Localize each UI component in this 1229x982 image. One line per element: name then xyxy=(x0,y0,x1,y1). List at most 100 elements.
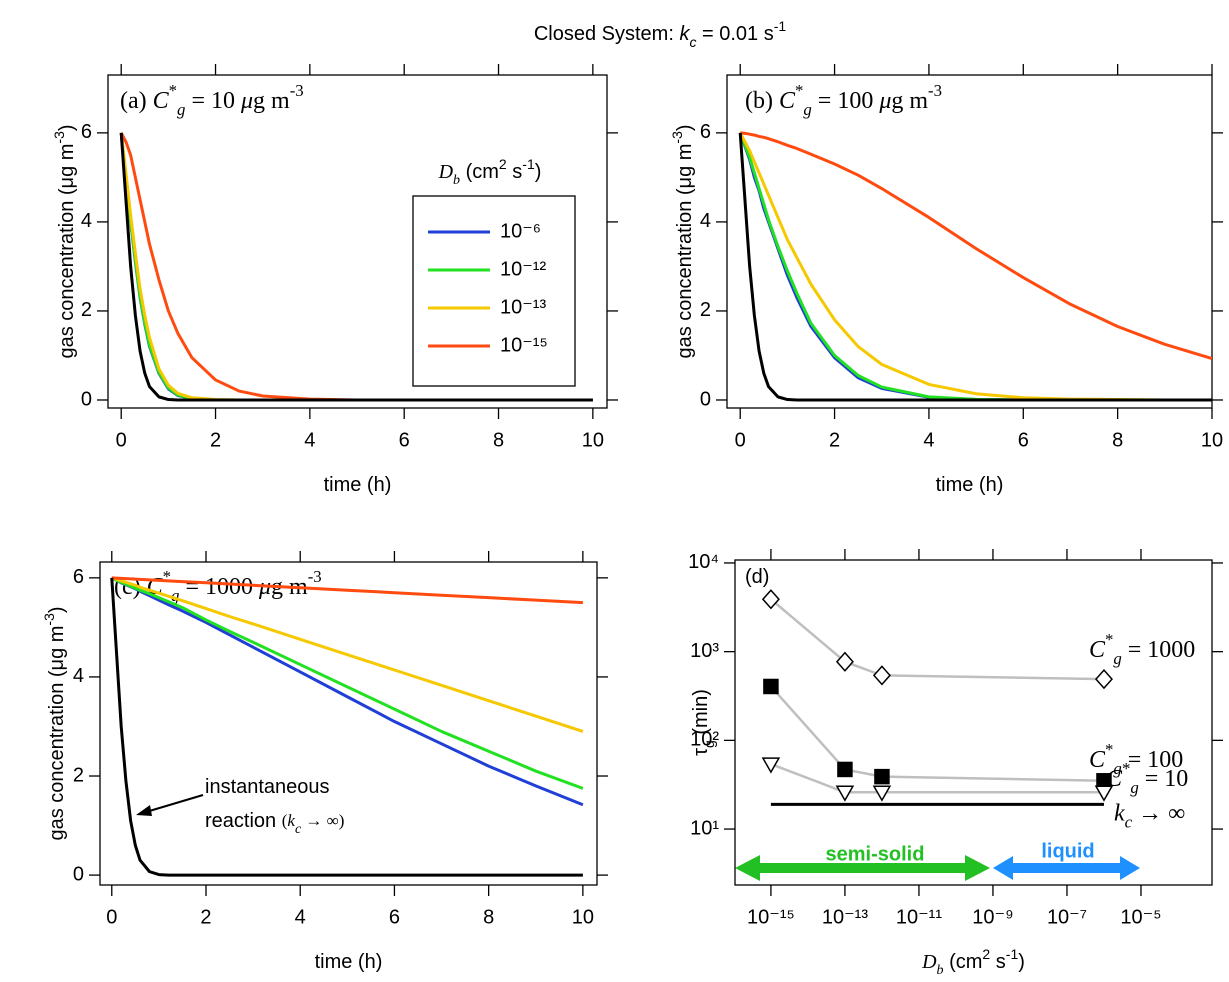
callout-text: reaction (kc → ∞) xyxy=(205,810,344,836)
text-part: c xyxy=(689,34,696,50)
data-line xyxy=(770,598,1105,681)
marker xyxy=(763,678,779,695)
text-part: = 1000 xyxy=(179,574,259,600)
text-part: C xyxy=(779,88,796,114)
y-tick-label: 0 xyxy=(73,863,84,885)
legend-title: Db (cm2 s-1) xyxy=(438,156,542,188)
legend-label: 10⁻¹⁵ xyxy=(500,334,548,356)
text-part: (cm xyxy=(944,951,983,973)
x-tick-label: 6 xyxy=(389,906,400,928)
text-part: * xyxy=(163,567,171,586)
marker xyxy=(872,785,892,802)
x-tick-label: 10⁻⁹ xyxy=(972,906,1013,928)
x-tick-label: 8 xyxy=(1112,429,1123,451)
text-part: g xyxy=(1113,759,1121,778)
marker xyxy=(874,768,890,785)
text-part: g m xyxy=(253,88,290,114)
text-part: -3 xyxy=(41,613,57,626)
x-tick-label: 8 xyxy=(483,906,494,928)
text-part: ) xyxy=(1018,951,1025,973)
plot-frame xyxy=(734,559,1213,886)
text-part: -3 xyxy=(308,567,322,586)
data-line xyxy=(111,576,584,733)
x-tick-label: 10 xyxy=(572,906,594,928)
y-tick-label: 6 xyxy=(73,566,84,588)
text-part: time (h) xyxy=(315,951,383,973)
legend-box xyxy=(412,195,576,387)
text-part: → ∞ xyxy=(1132,800,1185,826)
text-part: g xyxy=(803,100,811,119)
panel-label: (b) C*g = 100 μg m-3 xyxy=(745,81,942,119)
y-tick-label: 10³ xyxy=(690,640,719,662)
x-axis-label: Db (cm2 s-1) xyxy=(921,946,1025,978)
text-part: gas concentration (μg m xyxy=(56,144,78,359)
x-tick-label: 6 xyxy=(1018,429,1029,451)
x-tick-label: 10 xyxy=(1201,429,1223,451)
figure-title: Closed System: kc = 0.01 s-1 xyxy=(534,18,787,50)
y-tick-label: 2 xyxy=(700,299,711,321)
text-part: -3 xyxy=(290,81,304,100)
x-tick-label: 0 xyxy=(116,429,127,451)
data-line xyxy=(110,577,583,877)
text-part: -1 xyxy=(1006,946,1019,962)
y-tick-label: 10² xyxy=(690,729,719,751)
data-line xyxy=(740,131,1212,361)
x-tick-label: 2 xyxy=(200,906,211,928)
data-line xyxy=(738,132,1212,402)
y-tick-label: 4 xyxy=(73,665,84,687)
x-tick-label: 8 xyxy=(493,429,504,451)
series-label: C*g = 10 xyxy=(1106,760,1188,798)
marker xyxy=(872,665,891,686)
text-part: C xyxy=(1089,746,1106,772)
marker xyxy=(835,651,854,672)
x-tick-label: 4 xyxy=(923,429,934,451)
y-tick-label: 2 xyxy=(81,299,92,321)
x-axis-label: time (h) xyxy=(324,474,392,496)
x-tick-label: 6 xyxy=(399,429,410,451)
text-part: g m xyxy=(891,88,928,114)
text-part: -1 xyxy=(774,18,787,34)
x-tick-label: 4 xyxy=(295,906,306,928)
text-part: C xyxy=(1089,637,1106,663)
plot-area xyxy=(110,576,584,877)
marker xyxy=(761,757,781,774)
text-part: g xyxy=(177,100,185,119)
text-part: * xyxy=(1105,740,1113,759)
y-axis-label: gas concentration (μg m-3) xyxy=(51,124,79,358)
x-tick-label: 2 xyxy=(210,429,221,451)
marker xyxy=(1094,669,1113,690)
region-label: semi-solid xyxy=(826,843,925,865)
legend-label: 10⁻¹³ xyxy=(500,296,546,318)
text-part: ) xyxy=(56,124,78,131)
text-part: 2 xyxy=(499,156,507,172)
text-part: g xyxy=(1113,649,1121,668)
data-line xyxy=(111,576,584,807)
text-part: * xyxy=(169,81,177,100)
y-tick-label: 6 xyxy=(81,121,92,143)
y-tick-label: 4 xyxy=(700,210,711,232)
data-line xyxy=(738,132,1212,402)
text-part: g xyxy=(701,740,717,748)
text-part: (cm xyxy=(460,161,499,183)
text-part: = 10 xyxy=(185,88,241,114)
text-part: instantaneous xyxy=(205,776,330,798)
liquid-arrow xyxy=(993,856,1140,880)
y-axis-label: gas concentration (μg m-3) xyxy=(41,606,69,840)
text-part: gas concentration (μg m xyxy=(674,144,696,359)
text-part: = 1000 xyxy=(1122,637,1196,663)
x-tick-label: 2 xyxy=(829,429,840,451)
text-part: Closed System: xyxy=(534,23,680,45)
marker xyxy=(1094,785,1114,802)
x-tick-label: 0 xyxy=(735,429,746,451)
data-line xyxy=(111,576,583,605)
data-line xyxy=(769,685,1105,783)
x-tick-label: 10⁻⁵ xyxy=(1120,906,1161,928)
text-part: (b) xyxy=(745,88,779,114)
text-part: c xyxy=(1125,813,1133,832)
text-part: s xyxy=(507,161,523,183)
text-part: k xyxy=(287,811,295,830)
x-tick-label: 0 xyxy=(106,906,117,928)
text-part: time (h) xyxy=(324,474,392,496)
